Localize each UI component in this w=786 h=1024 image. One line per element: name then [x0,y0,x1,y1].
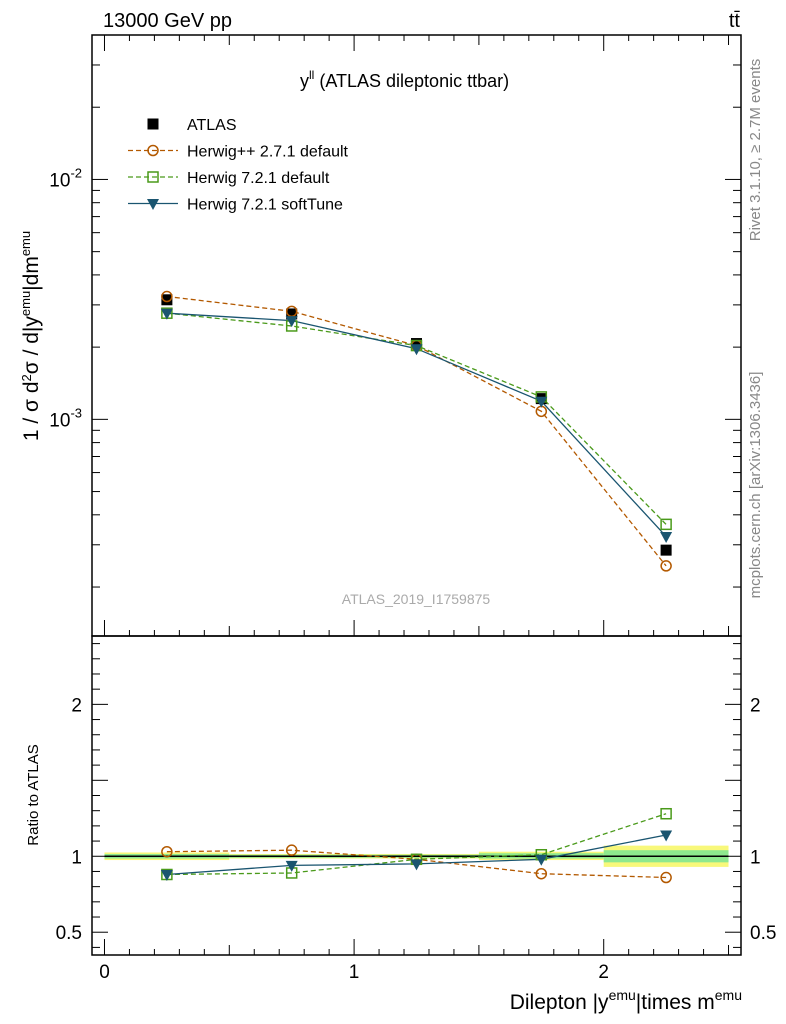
plot-title-var: y [300,71,309,91]
legend-label: ATLAS [187,117,237,134]
ratio-y-tick-label: 2 [71,695,82,716]
legend-label: Herwig++ 2.7.1 default [187,144,349,161]
ratio-y-tick-label: 1 [71,847,82,868]
main-series-0-marker [286,308,298,320]
main-series-0-marker [161,294,173,306]
main-series-0-marker [411,338,422,350]
legend-marker [147,199,159,210]
legend-label: Herwig 7.2.1 default [187,170,330,187]
x-axis-label: Dilepton |yemu|times memu [510,987,742,1014]
x-tick-label: 2 [598,962,609,983]
plot-title-suffix: (ATLAS dileptonic ttbar) [319,71,509,91]
ratio-series-1-line [166,813,667,876]
main-series-2-marker [660,518,672,531]
rivet-version-label: Rivet 3.1.10, ≥ 2.7M events [747,59,764,242]
main-series-1-line [166,295,667,567]
ratio-series-0-marker [535,867,548,880]
process-label: tt̄ [729,10,741,32]
ratio-series-0-marker [161,845,173,858]
main-series-3-marker [285,316,298,328]
ratio-y-tick-label: 0.5 [56,923,82,944]
ratio-y-tick-label-right: 2 [750,695,761,716]
y-tick-label: 10-3 [49,405,82,431]
ratio-series-2-marker [660,830,673,842]
y-tick-label: 10-2 [49,165,82,191]
legend-marker [147,118,159,130]
ratio-y-tick-label-right: 1 [750,847,761,868]
main-series-3-marker [160,308,173,320]
ratio-series-2-marker [535,854,548,866]
legend-label: Herwig 7.2.1 softTune [187,197,343,214]
ratio-series-0-marker [660,871,672,884]
legend-marker [147,171,159,183]
ratio-series-1-marker [660,807,672,820]
ratio-series-2-marker [160,869,173,881]
plot-title-sup: ll [309,68,314,82]
main-series-0-marker [660,544,672,556]
plot-title: yll (ATLAS dileptonic ttbar) [300,68,509,91]
legend: ATLAS Herwig++ 2.7.1 default Herwig 7.2.1 … [128,117,349,214]
x-tick-label: 0 [99,962,110,983]
analysis-watermark: ATLAS_2019_I1759875 [342,591,491,607]
ratio-series-2-marker [410,859,423,871]
ratio-plot-frame [91,635,742,956]
main-y-axis-label: 1 / σ d2σ / d|yemu|dmemu [18,231,43,441]
mcplots-label: mcplots.cern.ch [arXiv:1306.3436] [747,372,764,599]
energy-label: 13000 GeV pp [103,10,232,32]
main-series-1-marker [660,560,672,572]
ratio-y-axis-label: Ratio to ATLAS [25,744,42,845]
ratio-series-2-marker [285,860,298,872]
main-series-3-marker [410,344,423,356]
legend-marker [147,144,159,157]
main-series-3-marker [535,396,548,408]
ratio-series-0-marker [285,844,298,856]
main-series-1-marker [161,290,173,303]
main-series-3-marker [660,531,673,543]
x-tick-label: 1 [349,962,360,983]
ratio-y-tick-label-right: 0.5 [750,923,776,944]
